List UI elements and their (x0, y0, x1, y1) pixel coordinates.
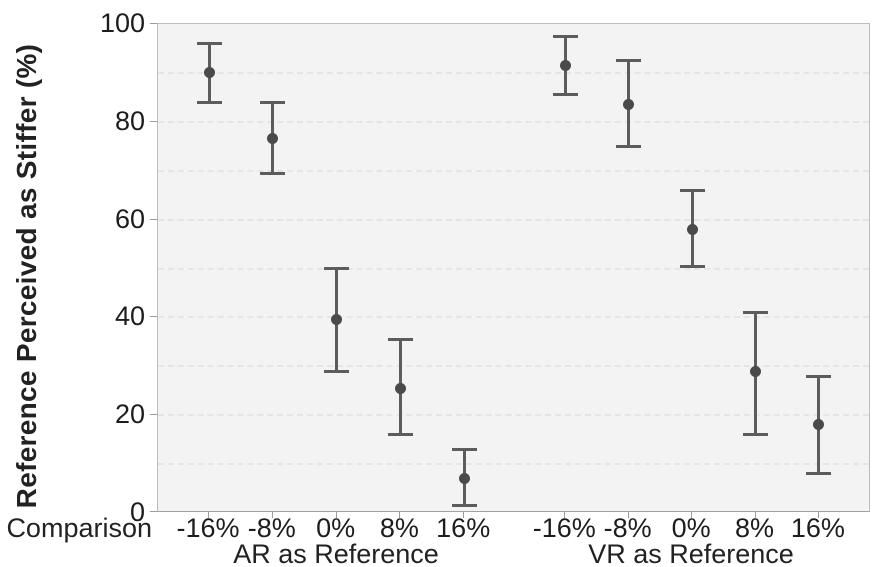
x-axis-title: Comparison (6, 513, 152, 543)
error-bar-cap-top (616, 59, 642, 63)
error-bar-cap-bottom (806, 472, 832, 476)
error-bar-cap-top (679, 188, 705, 192)
gridline (158, 267, 869, 270)
gridline (158, 316, 869, 319)
x-tick-mark (691, 512, 693, 518)
group-label-ar: AR as Reference (233, 539, 439, 567)
error-bar-cap-top (196, 42, 222, 46)
error-bar-cap-top (806, 374, 832, 378)
y-tick-mark (150, 120, 157, 122)
data-point (458, 473, 470, 485)
gridline (158, 169, 869, 172)
error-bar-cap-bottom (616, 144, 642, 148)
x-tick-mark (564, 512, 566, 518)
error-bar-cap-top (387, 337, 413, 341)
data-point (686, 223, 698, 235)
data-point (623, 99, 635, 111)
data-point (203, 67, 215, 79)
data-point (394, 382, 406, 394)
error-bar-cap-top (451, 447, 477, 451)
error-bar-cap-bottom (260, 171, 286, 175)
x-tick-label: 8% (734, 513, 775, 543)
y-tick-label: 100 (99, 8, 145, 38)
x-tick-mark (463, 512, 465, 518)
x-tick-label: 0% (671, 513, 711, 543)
plot-area (157, 23, 870, 512)
x-tick-mark (208, 512, 209, 518)
gridline (158, 365, 869, 368)
data-point (813, 419, 825, 431)
x-tick-label: -16% (532, 513, 596, 543)
y-tick-mark (150, 414, 157, 416)
y-tick-mark (150, 218, 157, 220)
data-point (750, 365, 761, 377)
error-bar-cap-bottom (387, 433, 413, 437)
gridline (158, 218, 869, 221)
gridline (158, 463, 869, 466)
data-point (267, 133, 279, 145)
y-tick-mark (150, 316, 157, 318)
y-tick-label: 20 (114, 399, 145, 430)
x-tick-label: 16% (436, 513, 491, 543)
y-tick-label: 60 (114, 203, 145, 234)
y-axis-title: Reference Perceived as Stiffer (%) (11, 43, 42, 509)
x-tick-label: -8% (247, 513, 296, 543)
gridline (158, 71, 869, 74)
error-bar-cap-bottom (743, 433, 768, 437)
y-tick-mark (150, 511, 157, 512)
error-bar-cap-bottom (552, 93, 578, 97)
error-bar-cap-bottom (679, 264, 705, 268)
error-bar-cap-top (743, 311, 768, 314)
error-bar-cap-top (324, 267, 350, 270)
y-tick-label: 40 (114, 301, 145, 332)
error-bar-cap-top (260, 100, 286, 104)
x-tick-mark (335, 512, 337, 518)
x-tick-mark (754, 512, 756, 518)
data-point (559, 60, 571, 72)
gridline (158, 414, 869, 417)
x-tick-label: 0% (316, 513, 356, 543)
error-bar-cap-bottom (196, 100, 222, 104)
error-bar-cap-top (552, 34, 578, 38)
error-bar-cap-bottom (324, 369, 350, 373)
x-tick-mark (271, 512, 273, 518)
x-tick-label: -16% (176, 513, 240, 543)
x-tick-label: 8% (379, 513, 419, 543)
gridline (158, 120, 869, 123)
y-tick-label: 80 (114, 105, 145, 136)
x-tick-label: -8% (603, 513, 652, 543)
data-point (331, 314, 343, 326)
x-tick-mark (627, 512, 629, 518)
x-tick-mark (817, 512, 819, 518)
y-tick-mark (150, 23, 157, 24)
error-bar-cap-bottom (451, 504, 477, 508)
group-label-vr: VR as Reference (588, 539, 794, 567)
y-tick-label: 0 (129, 497, 145, 527)
x-tick-mark (399, 512, 401, 518)
x-tick-label: 16% (790, 513, 845, 543)
